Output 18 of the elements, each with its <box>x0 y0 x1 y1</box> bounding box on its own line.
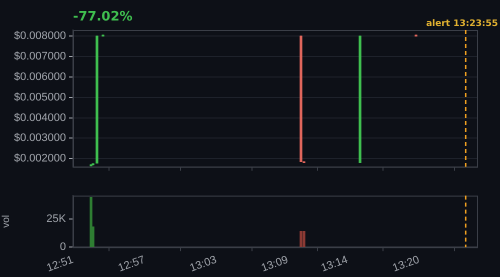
y-tick-label: $0.002000 <box>14 152 66 165</box>
ref-line-label: alert 13:23:55 <box>426 18 498 29</box>
x-tick-label: 13:14 <box>319 254 350 274</box>
x-tick-label: 13:03 <box>188 254 218 274</box>
y-tick-label: $0.005000 <box>14 91 66 104</box>
y-tick-label: $0.004000 <box>14 112 66 124</box>
y-tick-label: $0.003000 <box>14 132 66 144</box>
x-tick-label: 12:51 <box>45 254 76 274</box>
chart-title: -77.02% <box>73 9 133 24</box>
x-tick-label: 12:57 <box>116 254 147 274</box>
y-tick-label: $0.007000 <box>14 50 66 63</box>
x-tick-label: 13:20 <box>391 254 422 274</box>
y-tick-label: 25K <box>46 212 67 225</box>
y-tick-label: $0.008000 <box>14 30 66 42</box>
y-tick-label: 0 <box>60 241 66 254</box>
x-tick-label: 13:09 <box>260 254 290 274</box>
y-tick-label: $0.006000 <box>14 70 66 83</box>
y-axis-title: vol <box>0 214 12 228</box>
